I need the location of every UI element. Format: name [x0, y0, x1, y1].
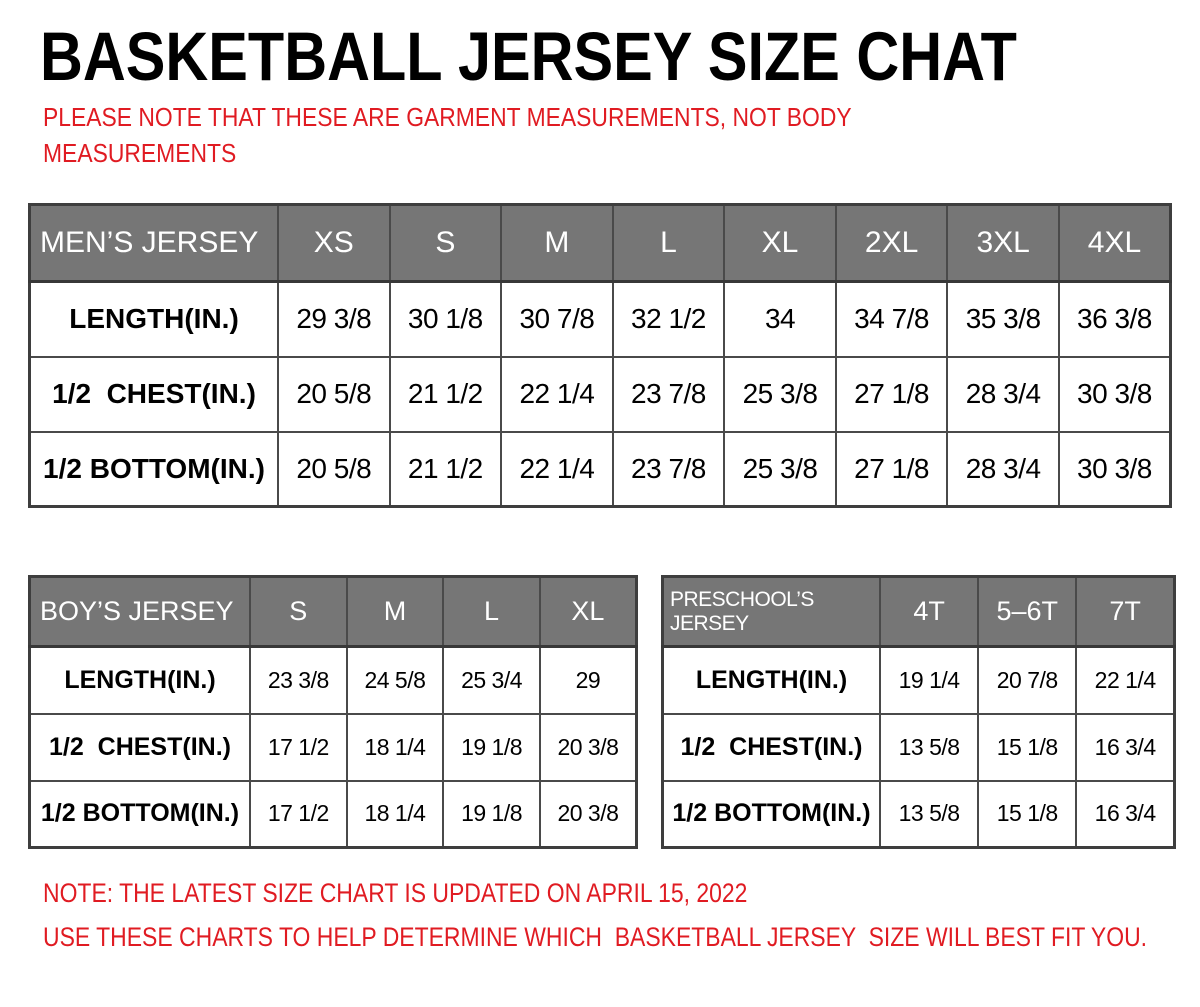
measurement-value-cell: 34	[723, 280, 837, 358]
measurement-value-cell: 16 3/4	[1075, 712, 1176, 782]
measurement-row: LENGTH(IN.) 23 3/8 24 5/8 25 3/4 29	[28, 645, 638, 715]
measurement-value-cell: 36 3/8	[1057, 280, 1172, 358]
measurement-value-cell: 23 7/8	[611, 430, 726, 508]
size-header-row: MEN’S JERSEY XS S M L XL 2XL 3XL 4XL	[28, 203, 1172, 283]
measurement-value-cell: 13 5/8	[878, 779, 980, 849]
measurement-value-cell: 30 3/8	[1057, 430, 1172, 508]
size-header-row: BOY’S JERSEY S M L XL	[28, 575, 638, 648]
measurement-value-cell: 27 1/8	[834, 355, 949, 433]
measurement-value-cell: 28 3/4	[946, 430, 1060, 508]
measurement-value-cell: 25 3/8	[723, 355, 837, 433]
size-column-header: XL	[538, 575, 638, 648]
measurement-row: 1/2 CHEST(IN.) 17 1/2 18 1/4 19 1/8 20 3/8	[28, 712, 638, 782]
measurement-value-cell: 22 1/4	[500, 430, 614, 508]
measurement-value-cell: 32 1/2	[611, 280, 726, 358]
mens-table-title: MEN’S JERSEY	[28, 203, 279, 283]
footer-notes: NOTE: THE LATEST SIZE CHART IS UPDATED O…	[43, 878, 1200, 966]
measurement-row: LENGTH(IN.) 29 3/8 30 1/8 30 7/8 32 1/2 34 34 …	[28, 280, 1172, 358]
measurement-row: 1/2 CHEST(IN.) 20 5/8 21 1/2 22 1/4 23 7/8 25…	[28, 355, 1172, 433]
measurement-value-cell: 29 3/8	[277, 280, 391, 358]
measurement-value-cell: 25 3/4	[442, 645, 541, 715]
measurement-row: 1/2 BOTTOM(IN.) 17 1/2 18 1/4 19 1/8 20 3/8	[28, 779, 638, 849]
measurement-value-cell: 35 3/8	[946, 280, 1060, 358]
measurement-value-cell: 15 1/8	[977, 779, 1078, 849]
measurement-value-cell: 13 5/8	[878, 712, 980, 782]
measurement-value-cell: 18 1/4	[345, 779, 445, 849]
measurement-row: 1/2 BOTTOM(IN.) 13 5/8 15 1/8 16 3/4	[661, 779, 1176, 849]
measurement-row-label: 1/2 BOTTOM(IN.)	[28, 779, 251, 849]
measurement-value-cell: 27 1/8	[834, 430, 949, 508]
measurement-value-cell: 20 3/8	[538, 779, 638, 849]
size-column-header: S	[249, 575, 348, 648]
measurement-value-cell: 21 1/2	[388, 430, 503, 508]
size-column-header: 2XL	[834, 203, 949, 283]
preschools-jersey-size-table: PRESCHOOL’S JERSEY 4T 5–6T 7T LENGTH(IN.) 19 …	[661, 575, 1176, 849]
measurement-value-cell: 24 5/8	[345, 645, 445, 715]
preschool-table-title: PRESCHOOL’S JERSEY	[661, 575, 881, 648]
measurement-value-cell: 17 1/2	[249, 712, 348, 782]
measurement-row-label: 1/2 BOTTOM(IN.)	[661, 779, 881, 849]
mens-jersey-size-table: MEN’S JERSEY XS S M L XL 2XL 3XL 4XL LENGTH(IN.) 2…	[28, 203, 1172, 508]
size-column-header: 3XL	[946, 203, 1060, 283]
disclaimer-line-2: MEASUREMENTS	[43, 138, 237, 168]
measurement-row-label: 1/2 BOTTOM(IN.)	[28, 430, 279, 508]
garment-measurement-disclaimer: PLEASE NOTE THAT THESE ARE GARMENT MEASU…	[43, 99, 962, 171]
measurement-value-cell: 20 3/8	[538, 712, 638, 782]
measurement-value-cell: 22 1/4	[1075, 645, 1176, 715]
measurement-row: LENGTH(IN.) 19 1/4 20 7/8 22 1/4	[661, 645, 1176, 715]
measurement-value-cell: 22 1/4	[500, 355, 614, 433]
size-column-header: XL	[723, 203, 837, 283]
update-date-note: NOTE: THE LATEST SIZE CHART IS UPDATED O…	[43, 878, 748, 908]
measurement-row: 1/2 CHEST(IN.) 13 5/8 15 1/8 16 3/4	[661, 712, 1176, 782]
size-column-header: S	[388, 203, 503, 283]
disclaimer-line-1: PLEASE NOTE THAT THESE ARE GARMENT MEASU…	[43, 102, 852, 132]
measurement-value-cell: 29	[538, 645, 638, 715]
measurement-value-cell: 30 7/8	[500, 280, 614, 358]
size-column-header: M	[345, 575, 445, 648]
size-column-header: XS	[277, 203, 391, 283]
measurement-value-cell: 34 7/8	[834, 280, 949, 358]
size-header-row: PRESCHOOL’S JERSEY 4T 5–6T 7T	[661, 575, 1176, 648]
measurement-value-cell: 19 1/8	[442, 779, 541, 849]
measurement-value-cell: 23 3/8	[249, 645, 348, 715]
measurement-value-cell: 30 3/8	[1057, 355, 1172, 433]
measurement-value-cell: 23 7/8	[611, 355, 726, 433]
measurement-value-cell: 15 1/8	[977, 712, 1078, 782]
size-column-header: 4T	[878, 575, 980, 648]
measurement-value-cell: 20 5/8	[277, 355, 391, 433]
page-title: BASKETBALL JERSEY SIZE CHAT	[40, 17, 1126, 95]
measurement-row-label: 1/2 CHEST(IN.)	[28, 712, 251, 782]
measurement-row-label: LENGTH(IN.)	[661, 645, 881, 715]
size-column-header: 4XL	[1057, 203, 1172, 283]
measurement-value-cell: 20 7/8	[977, 645, 1078, 715]
size-column-header: M	[500, 203, 614, 283]
measurement-value-cell: 19 1/4	[878, 645, 980, 715]
measurement-value-cell: 17 1/2	[249, 779, 348, 849]
measurement-row-label: LENGTH(IN.)	[28, 280, 279, 358]
measurement-value-cell: 25 3/8	[723, 430, 837, 508]
measurement-row-label: 1/2 CHEST(IN.)	[28, 355, 279, 433]
size-column-header: 5–6T	[977, 575, 1078, 648]
measurement-row: 1/2 BOTTOM(IN.) 20 5/8 21 1/2 22 1/4 23 7/8 2…	[28, 430, 1172, 508]
size-column-header: 7T	[1075, 575, 1176, 648]
measurement-value-cell: 28 3/4	[946, 355, 1060, 433]
measurement-value-cell: 30 1/8	[388, 280, 503, 358]
measurement-value-cell: 19 1/8	[442, 712, 541, 782]
boys-table-title: BOY’S JERSEY	[28, 575, 251, 648]
measurement-value-cell: 21 1/2	[388, 355, 503, 433]
measurement-row-label: 1/2 CHEST(IN.)	[661, 712, 881, 782]
page-title-text: BASKETBALL JERSEY SIZE CHAT	[40, 17, 1017, 95]
measurement-value-cell: 16 3/4	[1075, 779, 1176, 849]
size-column-header: L	[611, 203, 726, 283]
measurement-row-label: LENGTH(IN.)	[28, 645, 251, 715]
measurement-value-cell: 20 5/8	[277, 430, 391, 508]
usage-note: USE THESE CHARTS TO HELP DETERMINE WHICH…	[43, 922, 1148, 952]
boys-jersey-size-table: BOY’S JERSEY S M L XL LENGTH(IN.) 23 3/8 24 5/8…	[28, 575, 638, 849]
size-column-header: L	[442, 575, 541, 648]
measurement-value-cell: 18 1/4	[345, 712, 445, 782]
